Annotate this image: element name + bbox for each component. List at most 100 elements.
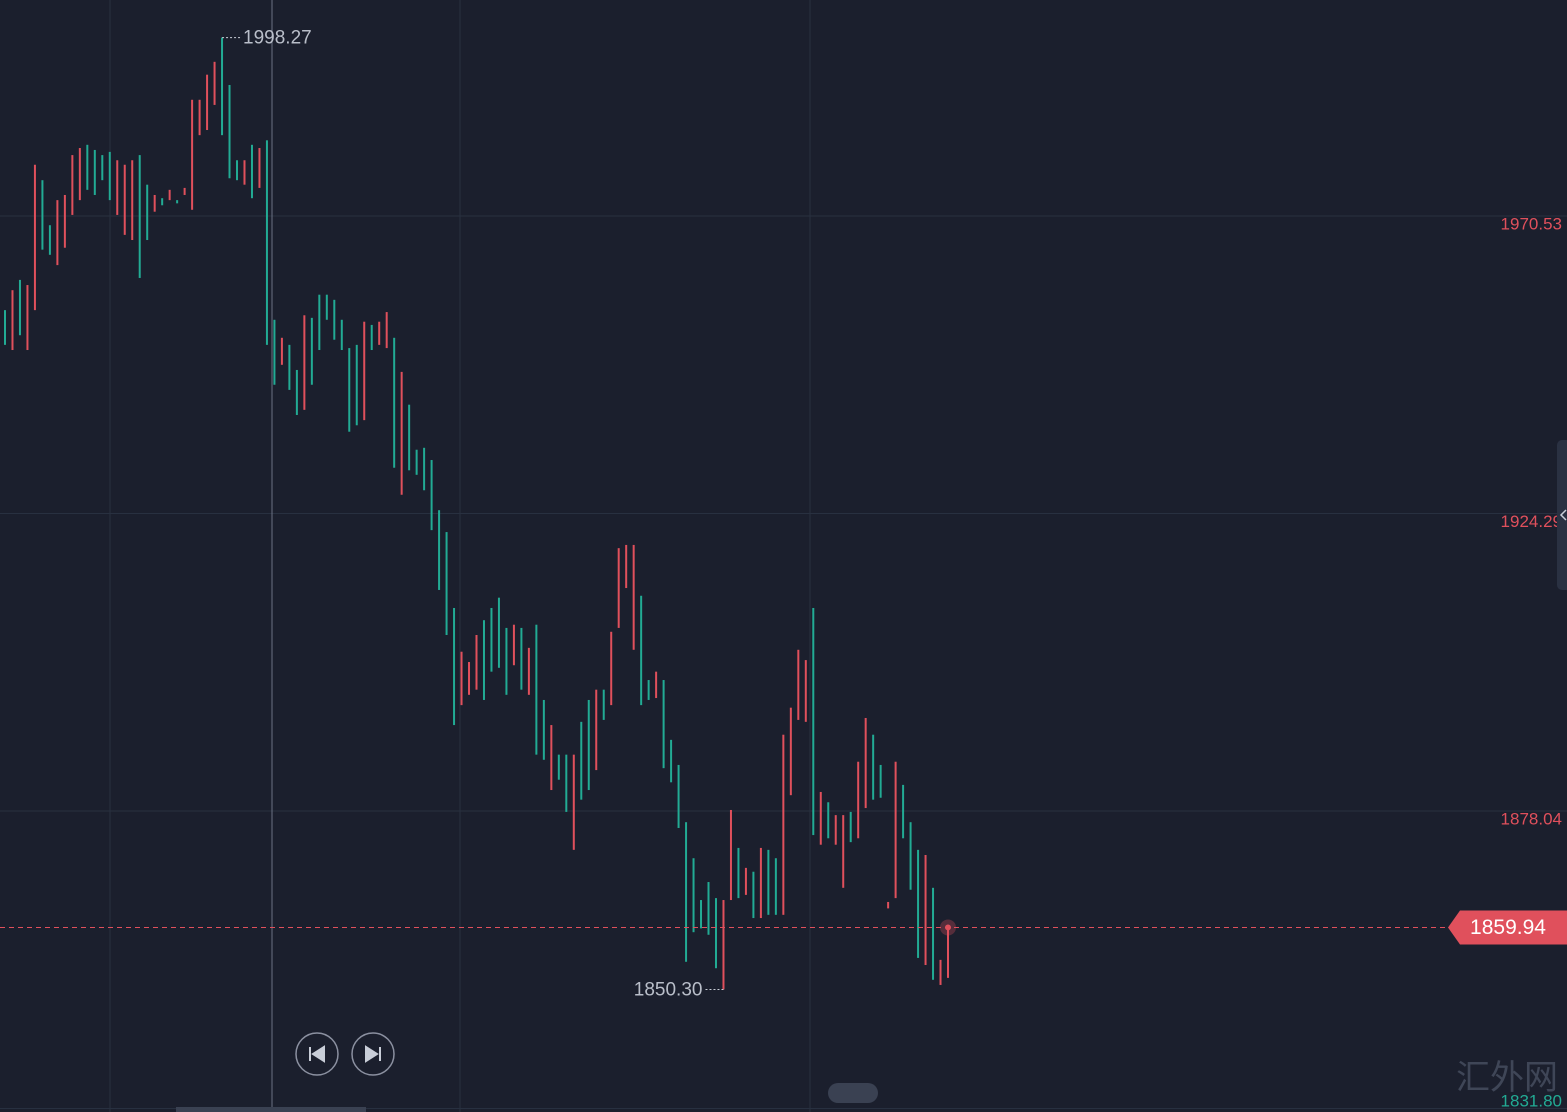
next-button[interactable]	[351, 1032, 395, 1076]
candle	[595, 689, 598, 771]
candle	[535, 624, 538, 755]
candle	[797, 649, 800, 720]
candle	[348, 348, 351, 432]
candles	[4, 37, 949, 990]
candle	[842, 815, 845, 888]
candle	[917, 849, 920, 958]
candle	[176, 200, 179, 204]
candle	[490, 607, 493, 672]
candle	[475, 634, 478, 690]
candle	[572, 754, 575, 850]
candle	[497, 597, 500, 668]
scrollbar[interactable]	[176, 1107, 366, 1112]
candle	[438, 510, 441, 590]
candle	[423, 447, 426, 491]
candle	[236, 160, 239, 181]
candle	[610, 631, 613, 706]
candle	[565, 754, 568, 812]
next-icon	[365, 1045, 381, 1063]
candle	[146, 184, 149, 241]
prev-button[interactable]	[295, 1032, 339, 1076]
candle	[729, 809, 732, 901]
candle	[557, 754, 560, 780]
candle	[18, 279, 21, 336]
candle	[453, 607, 456, 726]
candle	[722, 900, 725, 990]
candle	[228, 84, 231, 179]
candle	[206, 74, 209, 131]
candle	[894, 761, 897, 899]
candle	[947, 927, 949, 978]
candle	[161, 198, 164, 206]
candle	[789, 707, 792, 796]
y-tick-label: 1970.53	[1501, 215, 1562, 234]
prev-icon	[309, 1045, 325, 1063]
candle	[295, 369, 298, 415]
candle	[677, 764, 680, 828]
candle	[909, 822, 912, 890]
candle	[340, 319, 343, 351]
candle	[310, 317, 313, 385]
candle	[580, 721, 583, 800]
candle	[849, 811, 852, 843]
candle	[48, 225, 51, 255]
candle	[153, 194, 156, 212]
candle	[288, 344, 291, 390]
candle	[737, 847, 740, 899]
candle	[714, 898, 717, 969]
candle	[864, 717, 867, 809]
candle	[812, 607, 815, 836]
candle	[752, 871, 755, 919]
candle	[655, 671, 658, 699]
candle	[625, 544, 628, 589]
last-price-tag	[1448, 910, 1567, 945]
candle	[363, 321, 366, 421]
candle	[78, 148, 81, 201]
candle	[378, 321, 381, 345]
candle	[318, 294, 321, 351]
candle	[243, 160, 246, 185]
candle	[632, 544, 635, 650]
candle	[692, 858, 695, 933]
candle	[258, 148, 261, 188]
candle	[902, 784, 905, 839]
candle	[670, 739, 673, 783]
candle	[191, 99, 194, 210]
candle	[804, 660, 807, 722]
candle	[819, 791, 822, 845]
candle	[887, 901, 890, 909]
candle	[617, 548, 620, 628]
candle	[602, 689, 605, 720]
candle	[782, 734, 785, 915]
candle	[759, 847, 762, 919]
candle	[872, 734, 875, 800]
candle	[527, 647, 530, 695]
candle	[774, 858, 777, 915]
candle	[370, 324, 373, 351]
candle	[355, 344, 358, 426]
candle	[265, 140, 268, 345]
candle	[41, 180, 44, 250]
candle	[213, 61, 216, 105]
candle	[183, 187, 186, 195]
candle	[108, 151, 111, 201]
annotation-label: 1998.27	[243, 28, 312, 49]
candle	[333, 299, 336, 340]
last-price-label: 1859.94	[1470, 916, 1546, 939]
candle	[250, 144, 253, 199]
candle	[550, 725, 553, 791]
candle	[86, 144, 89, 190]
candle	[542, 699, 545, 760]
candle	[168, 189, 171, 201]
candle	[707, 882, 710, 935]
candle	[857, 761, 860, 839]
candle	[400, 371, 403, 495]
candle	[445, 532, 448, 635]
candle	[131, 160, 134, 241]
candle	[280, 337, 283, 365]
candle	[408, 404, 411, 471]
candle	[221, 37, 224, 136]
candle	[385, 312, 388, 349]
